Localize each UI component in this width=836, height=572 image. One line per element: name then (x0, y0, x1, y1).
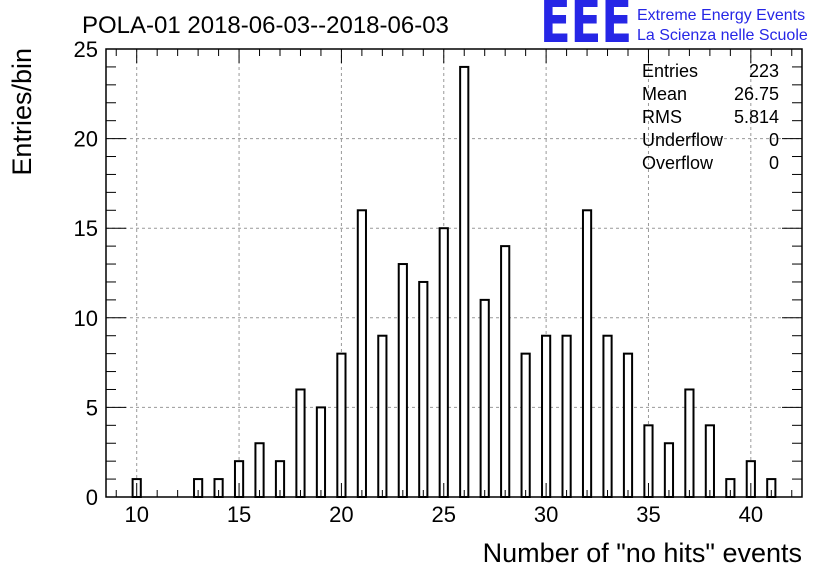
brand-line-1: Extreme Energy Events (637, 7, 805, 24)
eee-logo: EEE Extreme Energy Events La Scienza nel… (540, 0, 808, 57)
y-tick-label: 20 (74, 127, 98, 152)
stat-mean-value: 26.75 (734, 84, 779, 104)
x-tick-label: 40 (739, 502, 763, 527)
y-tick-label: 0 (86, 485, 98, 510)
stat-rms-value: 5.814 (734, 107, 779, 127)
histogram-bar (336, 352, 347, 499)
histogram-bar (581, 209, 593, 498)
histogram-bar (602, 334, 613, 498)
histogram-bar (561, 334, 572, 498)
y-tick-labels: 0 5 10 15 20 25 (74, 37, 98, 510)
histogram-bar (356, 209, 367, 498)
histogram-bar (663, 442, 675, 498)
stat-rms-label: RMS (642, 107, 682, 127)
histogram-bar (295, 388, 306, 499)
y-tick-label: 5 (86, 395, 98, 420)
y-tick-label: 25 (74, 37, 98, 62)
x-tick-label: 10 (124, 502, 148, 527)
histogram-bar (684, 388, 695, 499)
tick-marks (106, 48, 802, 498)
histogram-bar (541, 334, 552, 498)
histogram-bar (418, 280, 429, 498)
histogram-bar (520, 352, 531, 499)
chart-title: POLA-01 2018-06-03--2018-06-03 (82, 12, 449, 39)
x-tick-label: 35 (636, 502, 660, 527)
y-tick-label: 10 (74, 306, 98, 331)
histogram-bar (377, 334, 388, 498)
stat-underflow-label: Underflow (642, 130, 724, 150)
histogram-bar (622, 352, 634, 499)
axes (105, 48, 803, 498)
y-axis-title: Entries/bin (7, 48, 37, 176)
x-tick-label: 15 (227, 502, 251, 527)
histogram-bar (438, 227, 449, 498)
stat-entries-label: Entries (642, 61, 698, 81)
stats-box: Entries 223 Mean 26.75 RMS 5.814 Underfl… (642, 61, 779, 173)
y-tick-label: 15 (74, 216, 98, 241)
histogram-bar (397, 263, 408, 499)
histogram-bar (704, 424, 715, 499)
x-tick-labels: 10 15 20 25 30 35 40 (124, 502, 763, 527)
x-tick-label: 30 (534, 502, 558, 527)
histogram-bar (315, 406, 327, 498)
x-tick-label: 20 (329, 502, 353, 527)
histogram-bar (254, 442, 265, 498)
stat-overflow-label: Overflow (642, 153, 714, 173)
histogram-bar (500, 245, 511, 498)
plot-frame (105, 48, 803, 498)
x-tick-label: 25 (432, 502, 456, 527)
logo-lettering: EEE (540, 0, 632, 57)
histogram-bar (479, 298, 490, 498)
stat-underflow-value: 0 (769, 130, 779, 150)
stat-overflow-value: 0 (769, 153, 779, 173)
stat-entries-value: 223 (749, 61, 779, 81)
x-axis-title: Number of "no hits" events (483, 538, 802, 568)
stat-mean-label: Mean (642, 84, 687, 104)
histogram-bar (459, 65, 470, 498)
brand-line-2: La Scienza nelle Scuole (637, 27, 808, 44)
